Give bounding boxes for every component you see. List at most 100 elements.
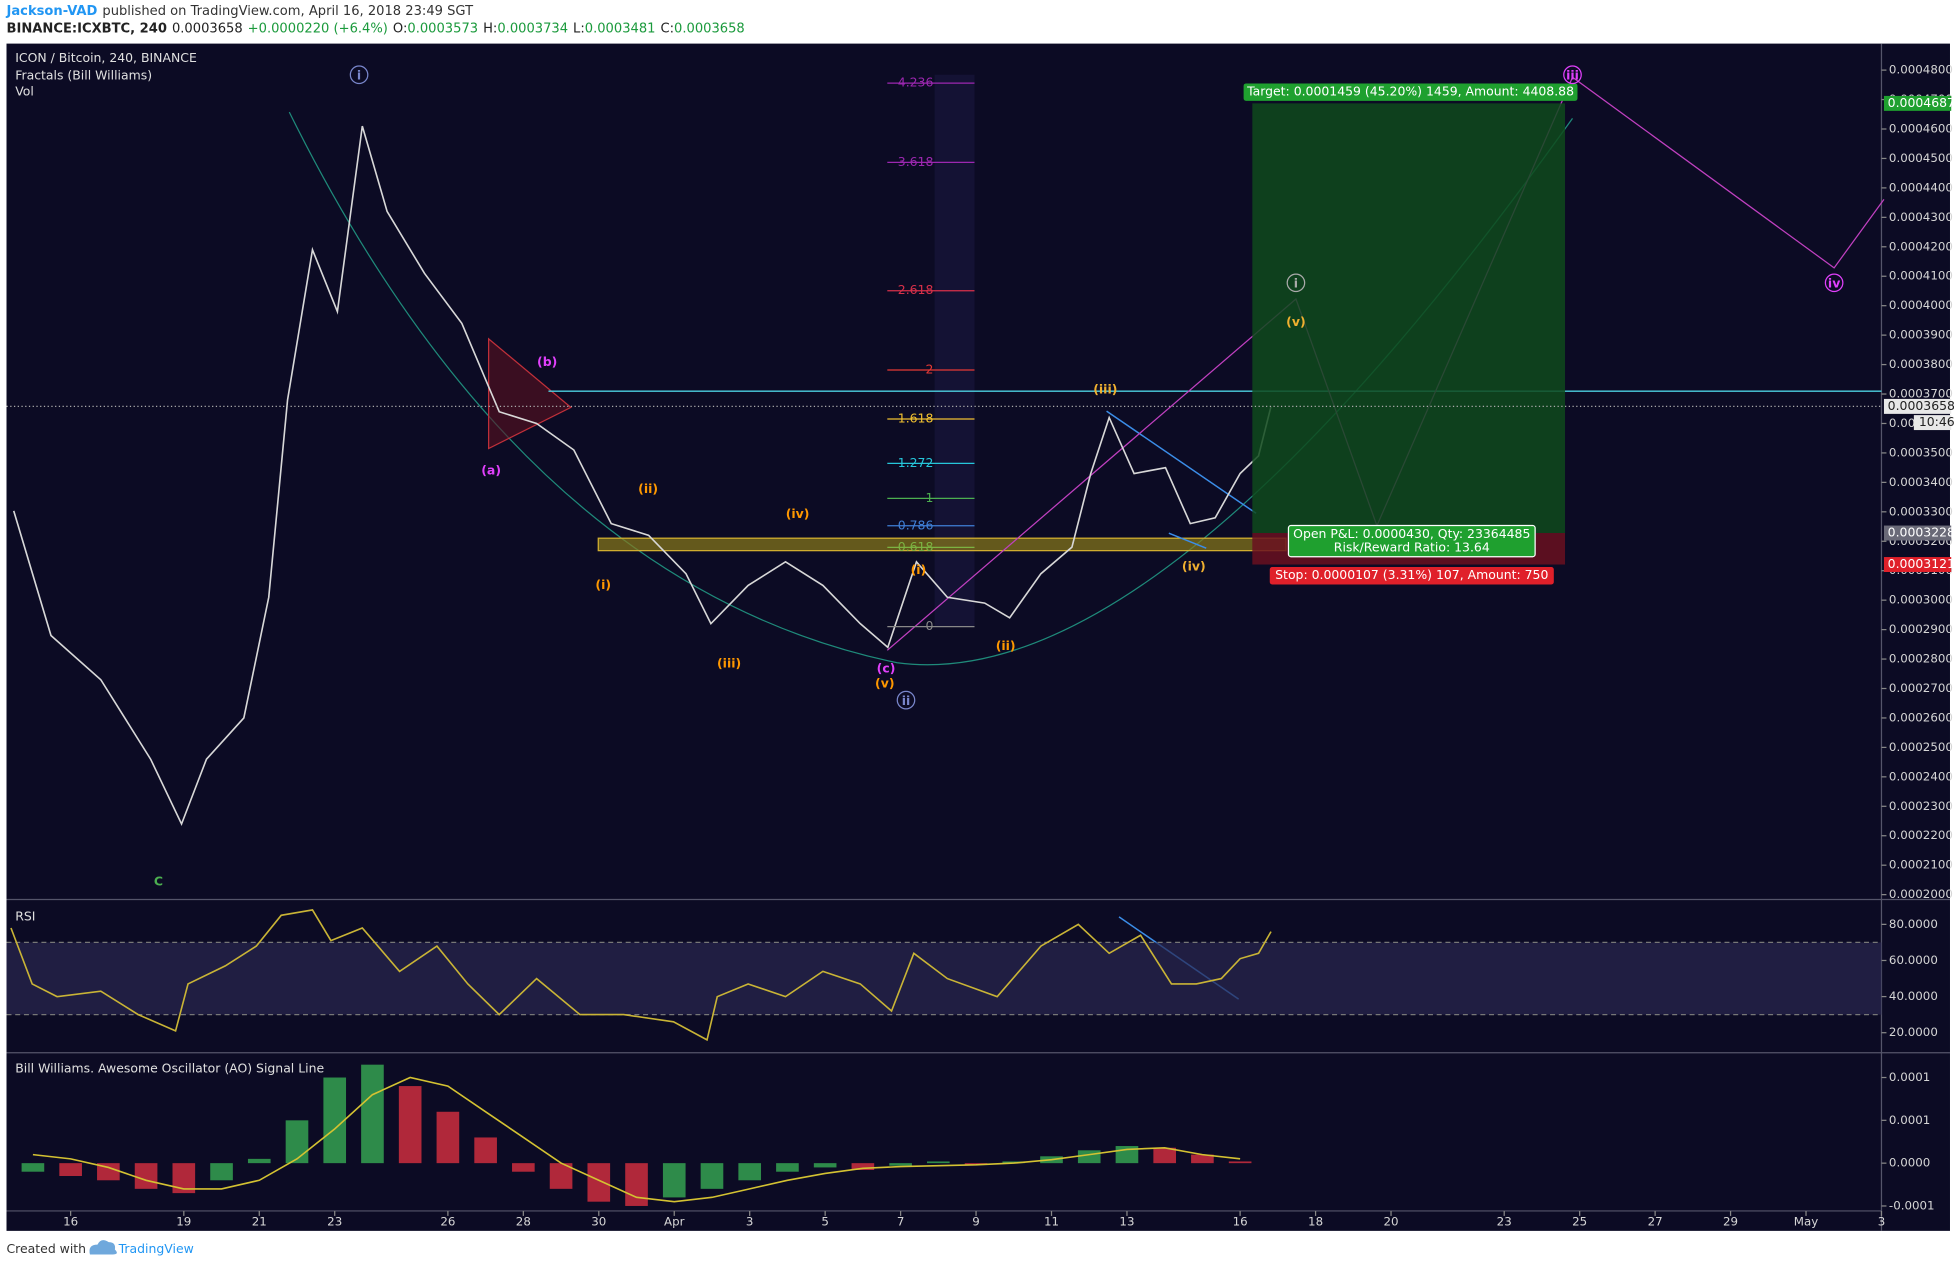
wave-label: ii xyxy=(902,693,911,708)
y-tick-label: 0.0003900 xyxy=(1889,328,1953,342)
wave-label: i xyxy=(1294,276,1298,291)
pnl-label: Open P&L: 0.0000430, Qty: 23364485 xyxy=(1293,526,1530,541)
pnl-box xyxy=(1287,524,1536,558)
pane-title: ICON / Bitcoin, 240, BINANCE xyxy=(15,50,197,65)
ao-bar xyxy=(776,1163,799,1172)
x-tick-label: 3 xyxy=(1878,1215,1886,1229)
author: Jackson-VAD xyxy=(6,4,98,19)
change: +0.0000220 (+6.4%) xyxy=(248,21,388,36)
y-tick-label: 0.0002600 xyxy=(1889,710,1953,724)
x-tick-label: 18 xyxy=(1308,1215,1323,1229)
y-tick-label: 0.0004000 xyxy=(1889,298,1953,312)
support-zone xyxy=(597,537,1287,552)
x-tick-label: 20 xyxy=(1384,1215,1399,1229)
last: 0.0003658 xyxy=(172,21,243,36)
x-tick-label: 23 xyxy=(1497,1215,1512,1229)
x-tick-label: 9 xyxy=(972,1215,980,1229)
ao-bar xyxy=(1191,1154,1214,1164)
ao-bar xyxy=(398,1086,422,1164)
wave-label: (i) xyxy=(911,562,927,577)
ohlc-value: 0.0003734 xyxy=(497,21,568,36)
indicator-label: Vol xyxy=(15,84,34,99)
y-tick-label: 0.0004800 xyxy=(1889,63,1953,77)
x-tick-label: 3 xyxy=(746,1215,754,1229)
ohlc-value: 0.0003658 xyxy=(674,21,745,36)
fib-label: 1 xyxy=(925,490,933,505)
y-tick-label: 80.0000 xyxy=(1889,917,1938,931)
ao-bar xyxy=(587,1163,611,1202)
wedge-line xyxy=(1168,532,1207,549)
fib-label: 0.786 xyxy=(898,517,934,532)
wave-circle xyxy=(1563,65,1582,85)
fib-label: 2 xyxy=(925,362,933,377)
wave-label: (iii) xyxy=(717,656,741,671)
wave-circle xyxy=(349,65,369,85)
ao-bar xyxy=(512,1163,535,1172)
y-tick-label: 0.0004400 xyxy=(1889,180,1953,194)
y-tick-label: 40.0000 xyxy=(1889,989,1938,1003)
wave-label: (iv) xyxy=(786,506,810,521)
x-tick-label: 5 xyxy=(821,1215,829,1229)
x-tick-label: May xyxy=(1794,1215,1818,1229)
ohlc-label: H: xyxy=(483,21,497,36)
wave-circle xyxy=(1824,273,1844,293)
published: published on TradingView.com, April 16, … xyxy=(102,4,474,19)
target-zone xyxy=(1252,103,1566,534)
ao-bar xyxy=(210,1163,233,1181)
pane-title: RSI xyxy=(15,908,35,923)
x-tick-label: 11 xyxy=(1044,1215,1059,1229)
fib-label: 4.236 xyxy=(898,75,934,90)
target-label: Target: 0.0001459 (45.20%) 1459, Amount:… xyxy=(1246,84,1574,99)
ao-bar xyxy=(700,1163,724,1189)
x-tick-label: Apr xyxy=(664,1215,685,1229)
fib-label: 0 xyxy=(925,618,933,633)
x-tick-label: 26 xyxy=(440,1215,455,1229)
x-tick-label: 16 xyxy=(1233,1215,1248,1229)
triangle-drawing xyxy=(488,337,572,450)
y-tick-label: 0.0001 xyxy=(1889,1113,1930,1127)
y-tick-label: 0.0002300 xyxy=(1889,799,1953,813)
stop-box xyxy=(1269,567,1554,585)
y-tick-label: -0.0001 xyxy=(1889,1198,1935,1212)
fib-label: 1.618 xyxy=(898,411,934,426)
ao-bar xyxy=(889,1163,912,1166)
ao-bar xyxy=(1228,1161,1252,1164)
stop-label: Stop: 0.0000107 (3.31%) 107, Amount: 750 xyxy=(1275,567,1548,582)
y-tick-label: 0.0004300 xyxy=(1889,210,1953,224)
wave-label: (iv) xyxy=(1182,558,1206,573)
ao-bar xyxy=(662,1163,686,1198)
wave-circle xyxy=(896,690,916,710)
wave-label: (v) xyxy=(1286,314,1305,329)
ao-bar xyxy=(134,1163,158,1189)
indicator-label: Fractals (Bill Williams) xyxy=(15,67,152,82)
symbol: BINANCE:ICXBTC, 240 xyxy=(7,21,167,36)
price-tag xyxy=(1883,525,1952,541)
price-tag-label: 0.0003121 xyxy=(1888,556,1954,571)
y-tick-label: 0.0003800 xyxy=(1889,357,1953,371)
wave-label: (iii) xyxy=(1093,381,1117,396)
ohlc-label: O: xyxy=(393,21,407,36)
wave-label: (a) xyxy=(481,462,501,477)
y-tick-label: 0.0001 xyxy=(1889,1070,1930,1084)
fib-shade xyxy=(934,74,975,627)
created-with: Created with xyxy=(7,1241,87,1256)
chart-bg xyxy=(6,43,1950,1231)
y-tick-label: 0.0002200 xyxy=(1889,828,1953,842)
price-tag xyxy=(1883,95,1952,111)
fib-label: 3.618 xyxy=(898,154,934,169)
price-tag-label: 0.0004687 xyxy=(1888,95,1954,110)
wave-label: (c) xyxy=(877,661,896,676)
ao-bar xyxy=(436,1111,460,1164)
countdown-label: 10:46 xyxy=(1919,414,1954,429)
x-tick-label: 23 xyxy=(327,1215,342,1229)
ticker-line: BINANCE:ICXBTC, 240 0.0003658 +0.0000220 (… xyxy=(7,21,745,36)
fib-label: 1.272 xyxy=(898,455,934,470)
ao-bar xyxy=(323,1077,347,1164)
rsi-band xyxy=(6,942,1882,1015)
ao-bar xyxy=(361,1064,384,1164)
x-tick-label: 28 xyxy=(516,1215,531,1229)
price-line xyxy=(12,125,1272,827)
rsi-line xyxy=(10,909,1272,1042)
marks: 0.0002000 0.0002100 0.0002200 0.0002300 0.00… xyxy=(6,50,1954,1229)
